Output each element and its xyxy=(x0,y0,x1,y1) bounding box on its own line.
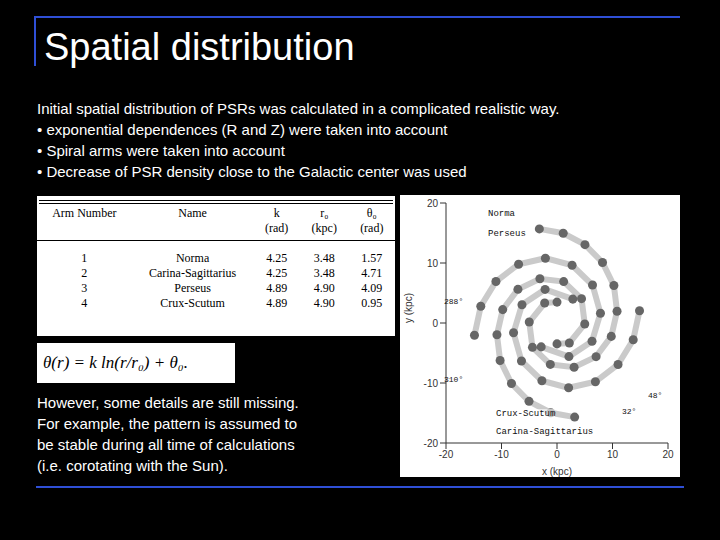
html-text:θ(r) = k ln(r/r₀) + θ₀.: θ(r) = k ln(r/r₀) + θ₀. xyxy=(43,353,188,372)
html-text:be stable during all time of c: be stable during all time of calculation… xyxy=(37,436,295,453)
html-text:Carina-Sagittarius: Carina-Sagittarius xyxy=(149,265,237,280)
svg-text:y (kpc): y (kpc) xyxy=(403,293,414,323)
html-text:32°: 32° xyxy=(622,407,637,416)
html-text:4.25: 4.25 xyxy=(266,265,288,280)
html-text:For example, the pattern is as: For example, the pattern is assumed to xyxy=(37,415,298,432)
html-text:(kpc): (kpc) xyxy=(311,221,337,235)
html-text:4: 4 xyxy=(81,295,88,310)
svg-text:10: 10 xyxy=(427,258,439,269)
html-text:Norma: Norma xyxy=(488,209,515,219)
html-text:4.90: 4.90 xyxy=(313,295,335,310)
html-text:4.25: 4.25 xyxy=(266,250,288,265)
html-text:4.90: 4.90 xyxy=(313,280,335,295)
svg-text:20: 20 xyxy=(662,449,674,460)
html-text:1: 1 xyxy=(81,250,88,265)
html-text:Norma: Norma xyxy=(175,250,210,265)
svg-text:-10: -10 xyxy=(424,378,439,389)
html-text:Initial spatial distribution o: Initial spatial distribution of PSRs was… xyxy=(37,100,560,117)
html-text:0.95: 0.95 xyxy=(361,295,383,310)
html-text:However, some details are stil: However, some details are still missing. xyxy=(37,394,299,411)
svg-text:-20: -20 xyxy=(439,449,454,460)
html-text:• exponential dependences (R a: • exponential dependences (R and Z) were… xyxy=(37,121,448,138)
html-text:(i.e. corotating with the Sun): (i.e. corotating with the Sun). xyxy=(37,457,228,474)
svg-text:0: 0 xyxy=(432,318,438,329)
svg-text:0: 0 xyxy=(554,449,560,460)
html-text:288°: 288° xyxy=(444,297,464,306)
html-text:1.57: 1.57 xyxy=(361,250,383,265)
html-text:4.89: 4.89 xyxy=(266,280,288,295)
html-text:• Spiral arms were taken into: • Spiral arms were taken into account xyxy=(37,142,285,159)
html-text:48°: 48° xyxy=(648,391,663,400)
svg-text:-10: -10 xyxy=(494,449,509,460)
html-text:Spatial distribution: Spatial distribution xyxy=(44,26,355,68)
html-text:• Decrease of PSR density clos: • Decrease of PSR density close to the G… xyxy=(37,163,467,180)
html-text:Perseus: Perseus xyxy=(488,229,526,239)
html-text:3: 3 xyxy=(81,280,88,295)
html-text:Crux-Scutum: Crux-Scutum xyxy=(160,295,225,310)
html-text:Name: Name xyxy=(178,206,207,220)
html-text:3.48: 3.48 xyxy=(313,265,335,280)
html-text:Crux-Scutum: Crux-Scutum xyxy=(496,409,556,419)
svg-text:10: 10 xyxy=(607,449,619,460)
html-text:Arm Number: Arm Number xyxy=(52,206,117,220)
svg-text:-20: -20 xyxy=(424,438,439,449)
html-text:3.48: 3.48 xyxy=(313,250,335,265)
html-text:Carina-Sagittarius: Carina-Sagittarius xyxy=(496,427,594,437)
html-text:(rad): (rad) xyxy=(265,221,289,235)
svg-text:20: 20 xyxy=(427,198,439,209)
html-text:4.71: 4.71 xyxy=(361,265,383,280)
html-text:k: k xyxy=(273,206,280,220)
html-text:(rad): (rad) xyxy=(360,221,384,235)
html-text:310°: 310° xyxy=(444,375,464,384)
html-text:θ₀: θ₀ xyxy=(366,206,377,220)
html-text:Perseus: Perseus xyxy=(174,280,211,295)
svg-text:x (kpc): x (kpc) xyxy=(542,466,572,477)
html-text:2: 2 xyxy=(81,265,88,280)
html-text:4.09: 4.09 xyxy=(361,280,383,295)
html-text:4.89: 4.89 xyxy=(266,295,288,310)
html-text:r₀: r₀ xyxy=(320,206,329,220)
